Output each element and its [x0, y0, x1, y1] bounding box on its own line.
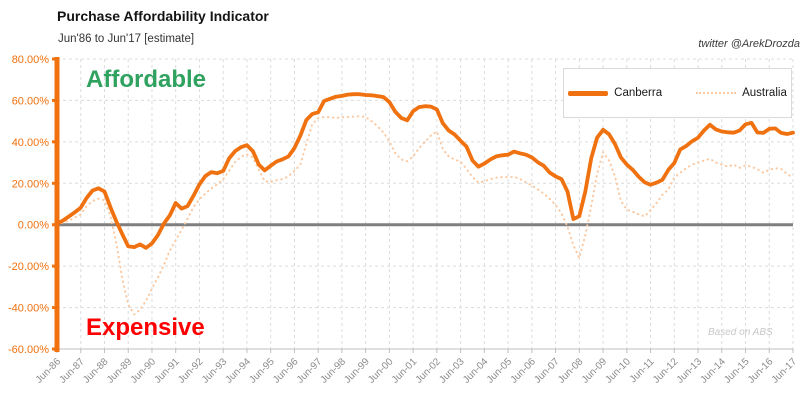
x-tick-label: Jun-02: [414, 356, 444, 386]
chart-legend: Canberra Australia: [563, 68, 792, 118]
x-tick-label: Jun-96: [271, 356, 301, 386]
x-tick-label: Jun-92: [176, 356, 206, 386]
x-tick-label: Jun-13: [675, 356, 705, 386]
y-tick-label: -60.00%: [8, 344, 49, 356]
y-tick-label: 80.00%: [12, 54, 50, 66]
australia-line-swatch: [696, 92, 737, 94]
x-tick-label: Jun-07: [532, 356, 562, 386]
x-tick-label: Jun-98: [319, 356, 349, 386]
y-tick-label: 40.00%: [12, 137, 50, 149]
x-tick-label: Jun-12: [651, 356, 681, 386]
y-tick-label: -20.00%: [8, 261, 49, 273]
x-tick-label: Jun-88: [81, 356, 111, 386]
x-tick-label: Jun-14: [698, 356, 728, 386]
x-tick-label: Jun-06: [509, 356, 539, 386]
twitter-credit: twitter @ArekDrozda: [698, 38, 800, 50]
canberra-line-swatch: [568, 90, 609, 96]
source-note: Based on ABS: [708, 327, 773, 338]
legend-label-australia: Australia: [742, 87, 787, 99]
x-tick-label: Jun-08: [556, 356, 586, 386]
x-tick-label: Jun-94: [224, 356, 254, 386]
x-tick-label: Jun-86: [34, 356, 64, 386]
expensive-annotation: Expensive: [86, 314, 205, 341]
x-tick-label: Jun-16: [746, 356, 776, 386]
affordable-annotation: Affordable: [86, 66, 206, 93]
x-tick-label: Jun-97: [295, 356, 325, 386]
x-tick-label: Jun-10: [604, 356, 634, 386]
x-tick-label: Jun-99: [342, 356, 372, 386]
x-tick-label: Jun-87: [57, 356, 87, 386]
x-tick-label: Jun-05: [485, 356, 515, 386]
legend-item-australia: Australia: [696, 87, 787, 99]
y-tick-label: 0.00%: [18, 220, 49, 232]
x-tick-label: Jun-03: [437, 356, 467, 386]
x-tick-label: Jun-90: [129, 356, 159, 386]
x-tick-label: Jun-95: [247, 356, 277, 386]
y-tick-label: 20.00%: [12, 178, 50, 190]
y-tick-label: -40.00%: [8, 303, 49, 315]
x-tick-label: Jun-04: [461, 356, 491, 386]
chart-subtitle: Jun'86 to Jun'17 [estimate]: [58, 33, 195, 45]
canberra-line-series: [55, 92, 795, 250]
x-tick-label: Jun-15: [722, 356, 752, 386]
chart-title: Purchase Affordability Indicator: [57, 8, 269, 24]
x-tick-label: Jun-91: [152, 356, 182, 386]
x-tick-label: Jun-01: [390, 356, 420, 386]
x-tick-label: Jun-09: [580, 356, 610, 386]
x-tick-label: Jun-17: [770, 356, 800, 386]
legend-item-canberra: Canberra: [568, 87, 662, 99]
legend-label-canberra: Canberra: [614, 87, 663, 99]
x-tick-label: Jun-93: [200, 356, 230, 386]
y-tick-label: 60.00%: [12, 95, 50, 107]
x-tick-label: Jun-89: [105, 356, 135, 386]
x-tick-label: Jun-00: [366, 356, 396, 386]
